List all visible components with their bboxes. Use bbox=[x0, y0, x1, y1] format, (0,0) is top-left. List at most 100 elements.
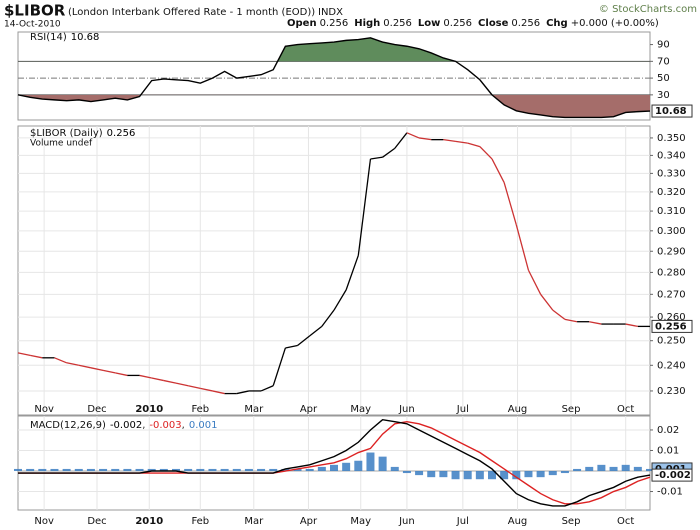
x-tick-label: Oct bbox=[617, 516, 634, 527]
price-segment bbox=[564, 318, 578, 323]
x-tick-label: Aug bbox=[508, 404, 528, 415]
legend-separator: , bbox=[142, 420, 145, 431]
price-segment bbox=[455, 140, 468, 144]
description: (London Interbank Offered Rate - 1 month… bbox=[68, 7, 315, 18]
x-tick-label: Mar bbox=[244, 404, 264, 415]
x-tick-label: Jun bbox=[398, 404, 415, 415]
y-tick-label: 0.350 bbox=[657, 133, 686, 144]
price-segment bbox=[552, 309, 566, 320]
y-tick-label: 0.240 bbox=[657, 360, 686, 371]
histogram-bar bbox=[147, 468, 156, 472]
histogram-bar bbox=[451, 471, 460, 480]
x-tick-label: Mar bbox=[244, 516, 264, 527]
series-line bbox=[18, 418, 651, 507]
price-segment bbox=[260, 385, 274, 392]
histogram-bar bbox=[524, 471, 533, 478]
rsi-fill-above bbox=[18, 37, 650, 62]
histogram-bar bbox=[415, 471, 424, 476]
x-tick-label: Oct bbox=[617, 404, 634, 415]
y-tick-label: 0.270 bbox=[657, 289, 686, 300]
quote-label: Open bbox=[287, 18, 317, 29]
price-segment bbox=[285, 344, 298, 349]
histogram-bar bbox=[354, 460, 363, 472]
price-segment bbox=[503, 182, 517, 226]
legend: MACD(12,26,9) -0.002, -0.003, 0.001 bbox=[30, 420, 217, 431]
last-value-label: 10.68 bbox=[655, 106, 687, 117]
histogram-bar bbox=[646, 468, 654, 472]
legend-value: 10.68 bbox=[71, 32, 100, 43]
y-tick-label: 0.280 bbox=[657, 267, 686, 278]
y-tick-label: 0.310 bbox=[657, 206, 686, 217]
histogram-bar bbox=[560, 471, 569, 474]
y-tick-label: 0.300 bbox=[657, 226, 686, 237]
x-tick-label: Apr bbox=[300, 404, 318, 415]
price-segment bbox=[175, 382, 189, 387]
last-value-box bbox=[651, 468, 693, 482]
legend-value: -0.003 bbox=[149, 420, 181, 431]
date: 14-Oct-2010 bbox=[4, 20, 61, 30]
histogram-bar bbox=[536, 471, 545, 478]
legend-value: 0.001 bbox=[189, 420, 218, 431]
y-tick-label: 0.230 bbox=[657, 386, 686, 397]
y-tick-label: 30 bbox=[657, 90, 670, 101]
y-tick-label: 0.02 bbox=[657, 425, 679, 436]
price-segment bbox=[139, 374, 152, 379]
x-tick-label: 2010 bbox=[135, 516, 163, 527]
price-segment bbox=[491, 158, 505, 183]
quote: Open 0.256 High 0.256 Low 0.256 Close 0.256 Chg +… bbox=[287, 18, 659, 29]
last-value-label: -0.002 bbox=[655, 470, 691, 481]
y-tick-label: 90 bbox=[657, 40, 670, 51]
histogram-bar bbox=[50, 468, 59, 472]
y-tick-label: 0.330 bbox=[657, 168, 686, 179]
price-segment bbox=[200, 387, 213, 392]
histogram-bar bbox=[135, 468, 144, 472]
price-segment bbox=[115, 372, 128, 377]
histogram-bar bbox=[111, 468, 120, 472]
histogram-bar bbox=[14, 468, 22, 472]
series-line bbox=[17, 37, 651, 119]
histogram-bar bbox=[172, 468, 180, 472]
price-segment bbox=[479, 146, 493, 160]
histogram-bar bbox=[585, 466, 594, 472]
histogram-bar bbox=[378, 456, 387, 472]
exchange: INDX bbox=[318, 7, 343, 18]
price-segment bbox=[394, 132, 408, 149]
y-tick-label: 0.01 bbox=[657, 445, 679, 456]
histogram-bar bbox=[293, 468, 302, 472]
y-tick-label: 70 bbox=[657, 56, 670, 67]
y-tick-label: 0.290 bbox=[657, 246, 686, 257]
histogram-bar bbox=[366, 452, 375, 472]
histogram-bar bbox=[317, 466, 326, 472]
histogram-bar bbox=[123, 468, 132, 472]
y-tick-label: 0.340 bbox=[657, 150, 686, 161]
histogram-bar bbox=[244, 468, 253, 472]
histogram-bar bbox=[208, 468, 217, 472]
y-tick-label: 50 bbox=[657, 73, 670, 84]
legend: $LIBOR (Daily) 0.256 bbox=[30, 128, 135, 139]
x-tick-label: May bbox=[350, 516, 371, 527]
price-segment bbox=[467, 142, 481, 148]
quote-value: 0.256 bbox=[383, 18, 412, 29]
legend: RSI(14) 10.68 bbox=[30, 32, 99, 43]
histogram-bar bbox=[488, 471, 496, 480]
legend-title: MACD(12,26,9) bbox=[30, 420, 106, 431]
histogram-bar bbox=[62, 468, 71, 472]
price-segment bbox=[272, 347, 287, 386]
histogram-bar bbox=[500, 471, 509, 480]
price-segment bbox=[163, 379, 177, 384]
quote-label: Chg bbox=[546, 18, 568, 29]
legend-value: -0.002 bbox=[110, 420, 142, 431]
price-segment bbox=[406, 132, 420, 139]
histogram-bar bbox=[597, 464, 606, 472]
price-segment bbox=[370, 156, 383, 160]
histogram-bar bbox=[439, 471, 448, 478]
histogram-bar bbox=[573, 468, 582, 472]
quote-value: +0.000 (+0.00%) bbox=[571, 18, 659, 29]
histogram-bar bbox=[232, 468, 241, 472]
x-tick-label: Aug bbox=[508, 516, 528, 527]
price-segment bbox=[54, 357, 67, 364]
price-segment bbox=[236, 390, 250, 395]
histogram-bar bbox=[220, 468, 229, 472]
price-segment bbox=[357, 158, 372, 256]
